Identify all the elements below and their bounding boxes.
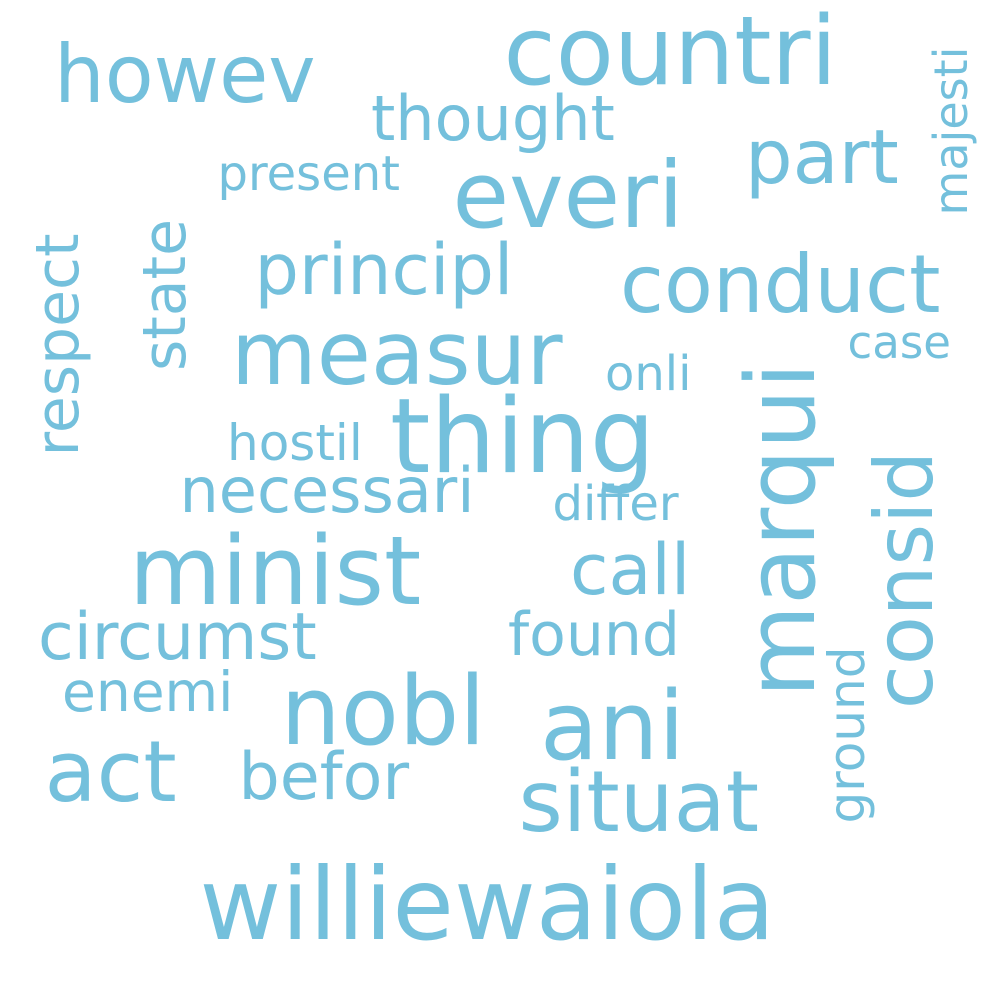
cloud-word-principl: principl [254, 229, 514, 311]
cloud-word-thing: thing [390, 377, 656, 497]
cloud-word-befor: befor [238, 740, 410, 815]
cloud-word-call: call [570, 529, 691, 611]
cloud-word-hostil: hostil [227, 414, 363, 472]
cloud-word-found: found [508, 600, 680, 670]
cloud-word-marqui: marqui [727, 362, 838, 698]
cloud-word-onli: onli [605, 346, 692, 402]
cloud-word-case: case [847, 316, 951, 369]
cloud-word-nobl: nobl [280, 657, 486, 767]
cloud-word-part: part [745, 113, 899, 201]
cloud-word-differ: differ [552, 476, 679, 532]
cloud-word-countri: countri [503, 0, 837, 107]
cloud-word-state: state [130, 219, 200, 371]
cloud-word-conduct: conduct [620, 238, 941, 331]
cloud-word-circumst: circumst [38, 600, 317, 675]
cloud-word-thought: thought [371, 82, 615, 155]
cloud-word-enemi: enemi [62, 660, 234, 724]
cloud-word-measur: measur [231, 302, 563, 405]
cloud-word-respect: respect [23, 233, 94, 457]
cloud-word-present: present [217, 146, 400, 202]
cloud-word-ani: ani [540, 672, 685, 782]
cloud-word-ground: ground [817, 646, 876, 824]
cloud-word-majesti: majesti [923, 46, 978, 216]
cloud-word-necessari: necessari [179, 454, 475, 527]
cloud-word-consid: consid [858, 450, 952, 710]
cloud-word-minist: minist [129, 517, 422, 627]
cloud-word-act: act [44, 723, 177, 822]
cloud-word-situat: situat [518, 753, 760, 852]
cloud-word-everi: everi [452, 142, 684, 249]
cloud-word-howev: howev [54, 28, 316, 121]
cloud-word-williewaiola: williewaiola [199, 846, 776, 963]
